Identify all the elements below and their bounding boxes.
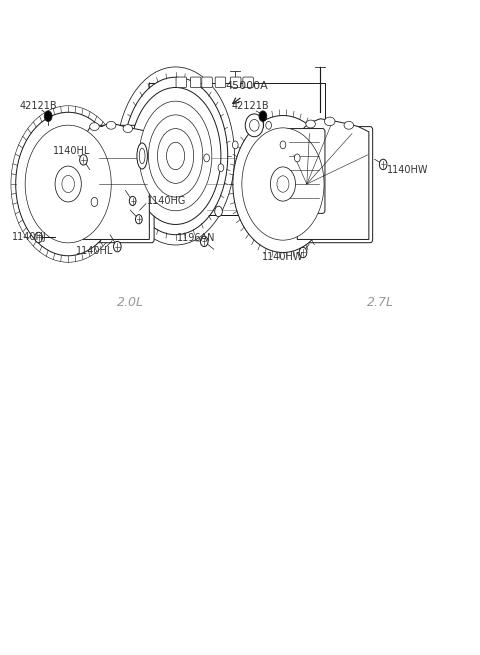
Text: 1140HL: 1140HL — [76, 246, 113, 255]
Ellipse shape — [123, 77, 228, 234]
Text: 42121B: 42121B — [20, 101, 57, 111]
Circle shape — [114, 242, 121, 252]
Circle shape — [215, 206, 222, 217]
FancyBboxPatch shape — [80, 125, 154, 243]
Circle shape — [233, 115, 333, 252]
Ellipse shape — [90, 122, 99, 130]
Ellipse shape — [139, 148, 145, 164]
Circle shape — [242, 128, 324, 240]
Circle shape — [277, 176, 289, 192]
FancyBboxPatch shape — [191, 77, 201, 88]
Circle shape — [299, 248, 307, 257]
Ellipse shape — [306, 120, 315, 128]
Text: 1196AN: 1196AN — [177, 233, 216, 243]
Circle shape — [129, 196, 136, 206]
Ellipse shape — [157, 128, 194, 183]
Circle shape — [16, 112, 120, 255]
Ellipse shape — [117, 67, 235, 245]
Ellipse shape — [139, 101, 212, 211]
Text: 1140HJ: 1140HJ — [12, 233, 47, 242]
Circle shape — [62, 176, 74, 193]
Text: 1140HG: 1140HG — [147, 196, 186, 206]
FancyBboxPatch shape — [202, 77, 212, 88]
Text: 1140HW: 1140HW — [262, 252, 304, 262]
Polygon shape — [297, 119, 369, 240]
Ellipse shape — [344, 121, 354, 129]
Ellipse shape — [148, 115, 203, 197]
Text: 1140HW: 1140HW — [387, 164, 429, 175]
Ellipse shape — [130, 88, 221, 225]
Text: 1140HL: 1140HL — [53, 147, 91, 157]
Circle shape — [44, 111, 52, 121]
Text: 2.0L: 2.0L — [117, 296, 144, 309]
Text: 42121B: 42121B — [231, 101, 269, 111]
Circle shape — [280, 141, 286, 149]
Circle shape — [379, 159, 387, 170]
FancyBboxPatch shape — [243, 77, 253, 88]
Circle shape — [294, 154, 300, 162]
FancyBboxPatch shape — [176, 77, 187, 88]
Polygon shape — [84, 122, 149, 240]
Ellipse shape — [167, 142, 185, 170]
Circle shape — [135, 215, 142, 224]
Ellipse shape — [123, 124, 132, 132]
Circle shape — [266, 121, 272, 129]
Text: 45000A: 45000A — [226, 81, 268, 92]
Circle shape — [91, 197, 98, 206]
Circle shape — [218, 164, 224, 172]
Ellipse shape — [137, 143, 147, 169]
Circle shape — [232, 141, 238, 149]
Circle shape — [35, 233, 42, 243]
FancyBboxPatch shape — [283, 128, 325, 214]
Circle shape — [200, 236, 208, 247]
Ellipse shape — [107, 121, 116, 129]
FancyBboxPatch shape — [215, 77, 226, 88]
FancyBboxPatch shape — [230, 77, 241, 88]
Ellipse shape — [324, 117, 335, 126]
Circle shape — [259, 111, 267, 121]
Circle shape — [25, 125, 111, 243]
Ellipse shape — [250, 119, 259, 131]
Circle shape — [80, 155, 87, 165]
Ellipse shape — [245, 114, 264, 137]
FancyBboxPatch shape — [294, 126, 372, 243]
Circle shape — [270, 167, 296, 201]
Circle shape — [55, 166, 81, 202]
Circle shape — [204, 154, 209, 162]
Text: 2.7L: 2.7L — [367, 296, 394, 309]
